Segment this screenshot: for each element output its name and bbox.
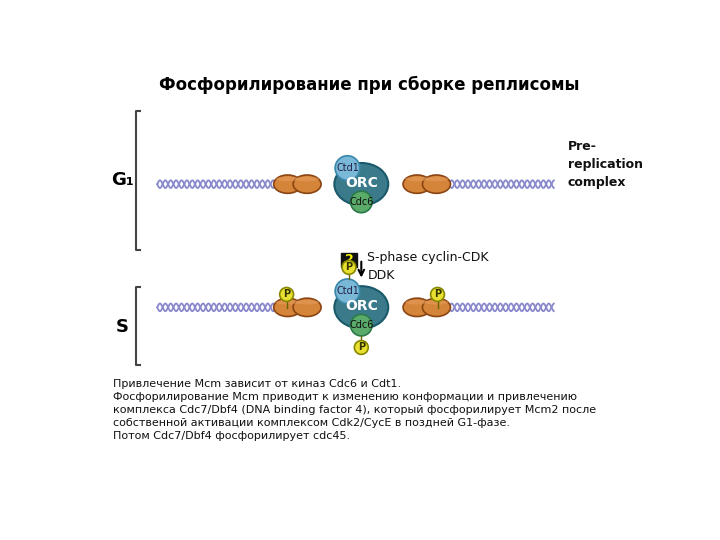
Text: P: P (283, 289, 290, 299)
Ellipse shape (293, 298, 321, 316)
Circle shape (354, 341, 368, 354)
Text: P: P (346, 262, 353, 272)
Circle shape (351, 191, 372, 213)
Ellipse shape (403, 298, 431, 316)
Text: Cdc6: Cdc6 (349, 320, 374, 330)
Text: S: S (116, 318, 129, 335)
Text: G₁: G₁ (111, 171, 134, 190)
Text: комплекса Cdc7/Dbf4 (DNA binding factor 4), который фосфорилирует Mcm2 после: комплекса Cdc7/Dbf4 (DNA binding factor … (113, 405, 596, 415)
Ellipse shape (405, 177, 429, 181)
Ellipse shape (423, 298, 451, 316)
Text: P: P (434, 289, 441, 299)
Ellipse shape (405, 300, 429, 305)
Text: ORC: ORC (345, 176, 378, 190)
Circle shape (335, 279, 360, 303)
Ellipse shape (274, 175, 302, 193)
Text: P: P (358, 342, 365, 353)
Ellipse shape (403, 175, 431, 193)
Ellipse shape (295, 177, 319, 181)
Text: Привлечение Mcm зависит от киназ Cdc6 и Cdt1.: Привлечение Mcm зависит от киназ Cdc6 и … (113, 379, 402, 389)
Circle shape (431, 287, 444, 301)
Circle shape (342, 260, 356, 274)
Text: 2: 2 (345, 253, 354, 266)
Text: Ctd1: Ctd1 (336, 163, 359, 173)
Circle shape (351, 314, 372, 336)
Text: Pre-
replication
complex: Pre- replication complex (567, 140, 643, 190)
Ellipse shape (276, 300, 300, 305)
Text: Потом Cdc7/Dbf4 фосфорилирует cdc45.: Потом Cdc7/Dbf4 фосфорилирует cdc45. (113, 431, 351, 441)
Ellipse shape (334, 163, 388, 205)
Circle shape (279, 287, 294, 301)
Text: Cdc6: Cdc6 (349, 197, 374, 207)
Text: Ctd1: Ctd1 (336, 286, 359, 296)
Ellipse shape (276, 177, 300, 181)
Ellipse shape (334, 286, 388, 328)
Text: собственной активации комплексом Cdk2/CycE в поздней G1-фазе.: собственной активации комплексом Cdk2/Cy… (113, 418, 510, 428)
Ellipse shape (425, 177, 449, 181)
Text: ORC: ORC (345, 299, 378, 313)
Text: Фосфорилирование при сборке реплисомы: Фосфорилирование при сборке реплисомы (158, 76, 580, 94)
Ellipse shape (423, 175, 451, 193)
Text: S-phase cyclin-CDK
DDK: S-phase cyclin-CDK DDK (367, 251, 489, 282)
Ellipse shape (295, 300, 319, 305)
Text: Фосфорилирование Mcm приводит к изменению конформации и привлечению: Фосфорилирование Mcm приводит к изменени… (113, 392, 577, 402)
Ellipse shape (274, 298, 302, 316)
Ellipse shape (425, 300, 449, 305)
FancyBboxPatch shape (341, 253, 357, 267)
Circle shape (335, 156, 360, 180)
Ellipse shape (293, 175, 321, 193)
